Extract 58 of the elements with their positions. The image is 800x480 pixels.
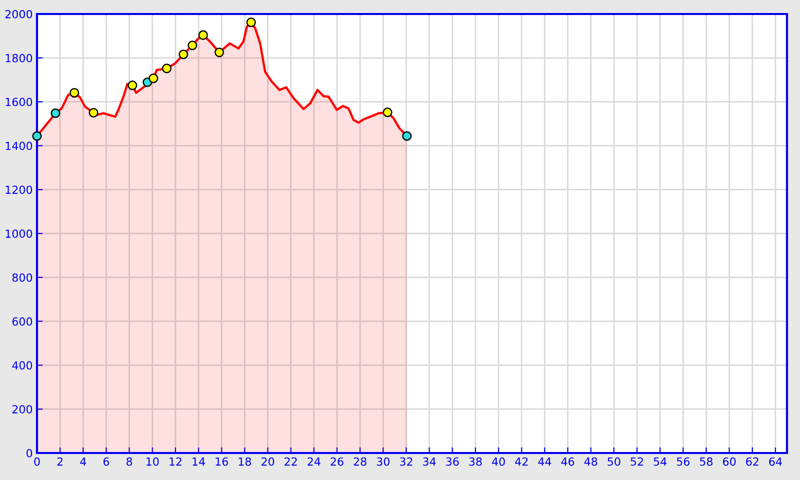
x-tick-label: 24 bbox=[308, 457, 320, 466]
y-tick-label: 400 bbox=[12, 361, 32, 370]
x-tick-label: 14 bbox=[192, 458, 205, 466]
x-tick-label: 44 bbox=[538, 458, 552, 466]
point bbox=[198, 30, 208, 40]
x-tick-label: 16 bbox=[216, 457, 228, 466]
x-tick-label: 20 bbox=[262, 457, 274, 466]
y-tick-label: 600 bbox=[12, 317, 32, 326]
x-tick-label: 18 bbox=[238, 457, 251, 466]
x-tick-label: 40 bbox=[492, 457, 505, 466]
point bbox=[50, 108, 60, 118]
x-tick-label: 22 bbox=[284, 457, 297, 466]
point bbox=[88, 108, 98, 118]
x-tick-label: 58 bbox=[700, 457, 713, 466]
y-tick-label: 0 bbox=[26, 448, 32, 458]
y-tick-label: 200 bbox=[12, 405, 32, 414]
x-tick-label: 50 bbox=[608, 457, 620, 466]
x-tick-label: 48 bbox=[584, 457, 598, 466]
point bbox=[70, 88, 80, 98]
x-tick-label: 36 bbox=[446, 457, 459, 466]
point bbox=[402, 131, 412, 141]
x-tick-label: 10 bbox=[146, 457, 159, 466]
y-tick-label: 1000 bbox=[6, 229, 32, 238]
x-tick-label: 56 bbox=[676, 457, 690, 466]
y-tick-label: 1200 bbox=[6, 186, 32, 194]
x-tick-label: 4 bbox=[80, 458, 86, 466]
y-tick-label: 1800 bbox=[6, 54, 32, 62]
y-tick-label: 1600 bbox=[6, 98, 32, 106]
x-tick-label: 12 bbox=[170, 457, 182, 466]
x-tick-label: 60 bbox=[723, 457, 736, 466]
x-tick-label: 28 bbox=[354, 457, 366, 466]
x-tick-label: 62 bbox=[746, 457, 758, 466]
x-tick-label: 6 bbox=[103, 457, 110, 466]
point bbox=[128, 80, 138, 90]
x-tick-label: 64 bbox=[769, 457, 782, 466]
x-tick-label: 2 bbox=[57, 457, 62, 466]
point bbox=[382, 108, 392, 118]
point bbox=[148, 74, 158, 84]
x-tick-label: 32 bbox=[400, 457, 412, 466]
x-tick-label: 42 bbox=[515, 457, 528, 466]
x-tick-label: 0 bbox=[34, 457, 40, 466]
point bbox=[214, 48, 224, 58]
y-tick-label: 800 bbox=[12, 273, 32, 282]
x-tick-label: 54 bbox=[654, 458, 667, 466]
x-tick-label: 52 bbox=[630, 457, 643, 466]
point bbox=[32, 131, 42, 141]
point bbox=[178, 50, 188, 60]
x-tick-label: 26 bbox=[330, 457, 344, 466]
x-tick-label: 34 bbox=[423, 457, 436, 466]
point bbox=[188, 40, 198, 50]
y-tick-label: 1400 bbox=[6, 142, 32, 150]
x-tick-label: 30 bbox=[376, 457, 390, 466]
x-tick-label: 38 bbox=[469, 457, 482, 466]
x-tick-label: 46 bbox=[561, 457, 574, 466]
point bbox=[162, 64, 172, 74]
x-tick-label: 8 bbox=[126, 457, 132, 466]
point bbox=[246, 18, 256, 28]
y-tick-label: 2000 bbox=[5, 10, 32, 18]
